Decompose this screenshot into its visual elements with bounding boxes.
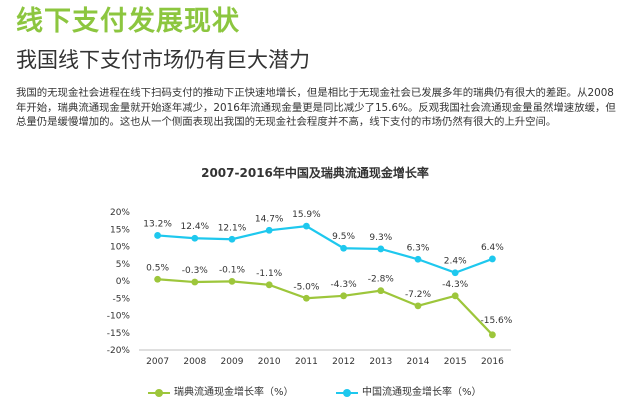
data-label-1: 14.7% [255, 214, 284, 224]
data-point-1 [340, 244, 347, 252]
data-label-1: 2.4% [444, 257, 467, 267]
series-line-0 [157, 278, 494, 336]
x-tick-label: 2007 [146, 357, 169, 367]
data-point-0 [191, 278, 199, 286]
x-tick-label: 2009 [221, 357, 244, 367]
data-point-1 [414, 255, 422, 263]
y-tick-label: -15% [107, 329, 131, 339]
y-tick-label: 0% [116, 277, 131, 287]
data-label-0: -4.3% [331, 280, 358, 290]
data-point-0 [414, 302, 422, 310]
legend-item-china: 中国流通现金增长率（%） [336, 385, 482, 401]
x-tick-label: 2010 [258, 357, 281, 367]
data-label-0: -1.1% [256, 269, 283, 279]
data-point-0 [303, 294, 310, 302]
data-point-1 [303, 222, 310, 230]
data-label-0: 0.5% [146, 263, 169, 273]
y-tick-label: 15% [110, 225, 130, 235]
x-tick-label: 2013 [369, 357, 392, 367]
data-point-0 [340, 292, 347, 300]
data-point-1 [489, 255, 496, 263]
data-point-0 [228, 277, 236, 285]
data-label-0: -15.6% [480, 316, 512, 326]
y-tick-label: 10% [110, 243, 130, 253]
legend-swatch-sweden [148, 385, 170, 401]
data-label-0: -4.3% [442, 280, 469, 290]
data-point-1 [228, 235, 236, 243]
x-tick-label: 2014 [407, 357, 430, 367]
y-tick-label: 20% [110, 208, 130, 218]
data-point-0 [489, 331, 496, 339]
data-label-1: 12.4% [181, 222, 210, 232]
data-label-1: 6.4% [481, 243, 504, 253]
page-subtitle: 我国线下支付市场仍有巨大潜力 [16, 48, 310, 72]
page-title: 线下支付发展现状 [16, 6, 240, 37]
data-label-1: 15.9% [292, 210, 321, 220]
data-label-0: -7.2% [405, 290, 432, 300]
series-line-1 [157, 225, 493, 274]
x-tick-label: 2015 [444, 357, 467, 367]
chart-title: 2007-2016年中国及瑞典流通现金增长率 [201, 166, 429, 180]
x-tick-label: 2008 [183, 357, 206, 367]
x-tick-label: 2011 [295, 357, 318, 367]
data-point-1 [191, 234, 199, 242]
x-tick-label: 2012 [332, 357, 355, 367]
data-point-0 [154, 275, 162, 283]
page-description: 我国的无现金社会进程在线下扫码支付的推动下正快速地增长，但是相比于无现金社会已发… [16, 87, 616, 128]
data-point-0 [265, 281, 273, 289]
y-tick-label: -5% [112, 294, 130, 304]
data-point-1 [377, 245, 385, 253]
legend-label-sweden: 瑞典流通现金增长率（%） [174, 387, 294, 398]
data-label-0: -0.3% [182, 266, 209, 276]
data-label-1: 13.2% [143, 219, 172, 229]
data-label-1: 6.3% [407, 243, 430, 253]
legend-label-china: 中国流通现金增长率（%） [362, 387, 482, 398]
data-point-0 [451, 292, 459, 300]
data-label-1: 9.5% [332, 232, 355, 242]
legend-swatch-china [336, 385, 358, 401]
x-tick-label: 2016 [481, 357, 504, 367]
data-point-0 [377, 287, 385, 295]
y-tick-label: -20% [107, 346, 131, 356]
data-label-0: -0.1% [219, 265, 246, 275]
chart-legend: 瑞典流通现金增长率（%） 中国流通现金增长率（%） [0, 385, 630, 405]
data-point-1 [265, 226, 273, 234]
y-tick-label: -10% [107, 312, 131, 322]
data-label-1: 12.1% [218, 223, 247, 233]
data-label-0: -2.8% [368, 275, 395, 285]
legend-item-sweden: 瑞典流通现金增长率（%） [148, 385, 294, 401]
data-point-1 [451, 269, 459, 277]
y-tick-label: 5% [116, 260, 131, 270]
data-label-1: 9.3% [369, 233, 392, 243]
data-label-0: -5.0% [293, 282, 320, 292]
data-point-1 [154, 232, 162, 239]
